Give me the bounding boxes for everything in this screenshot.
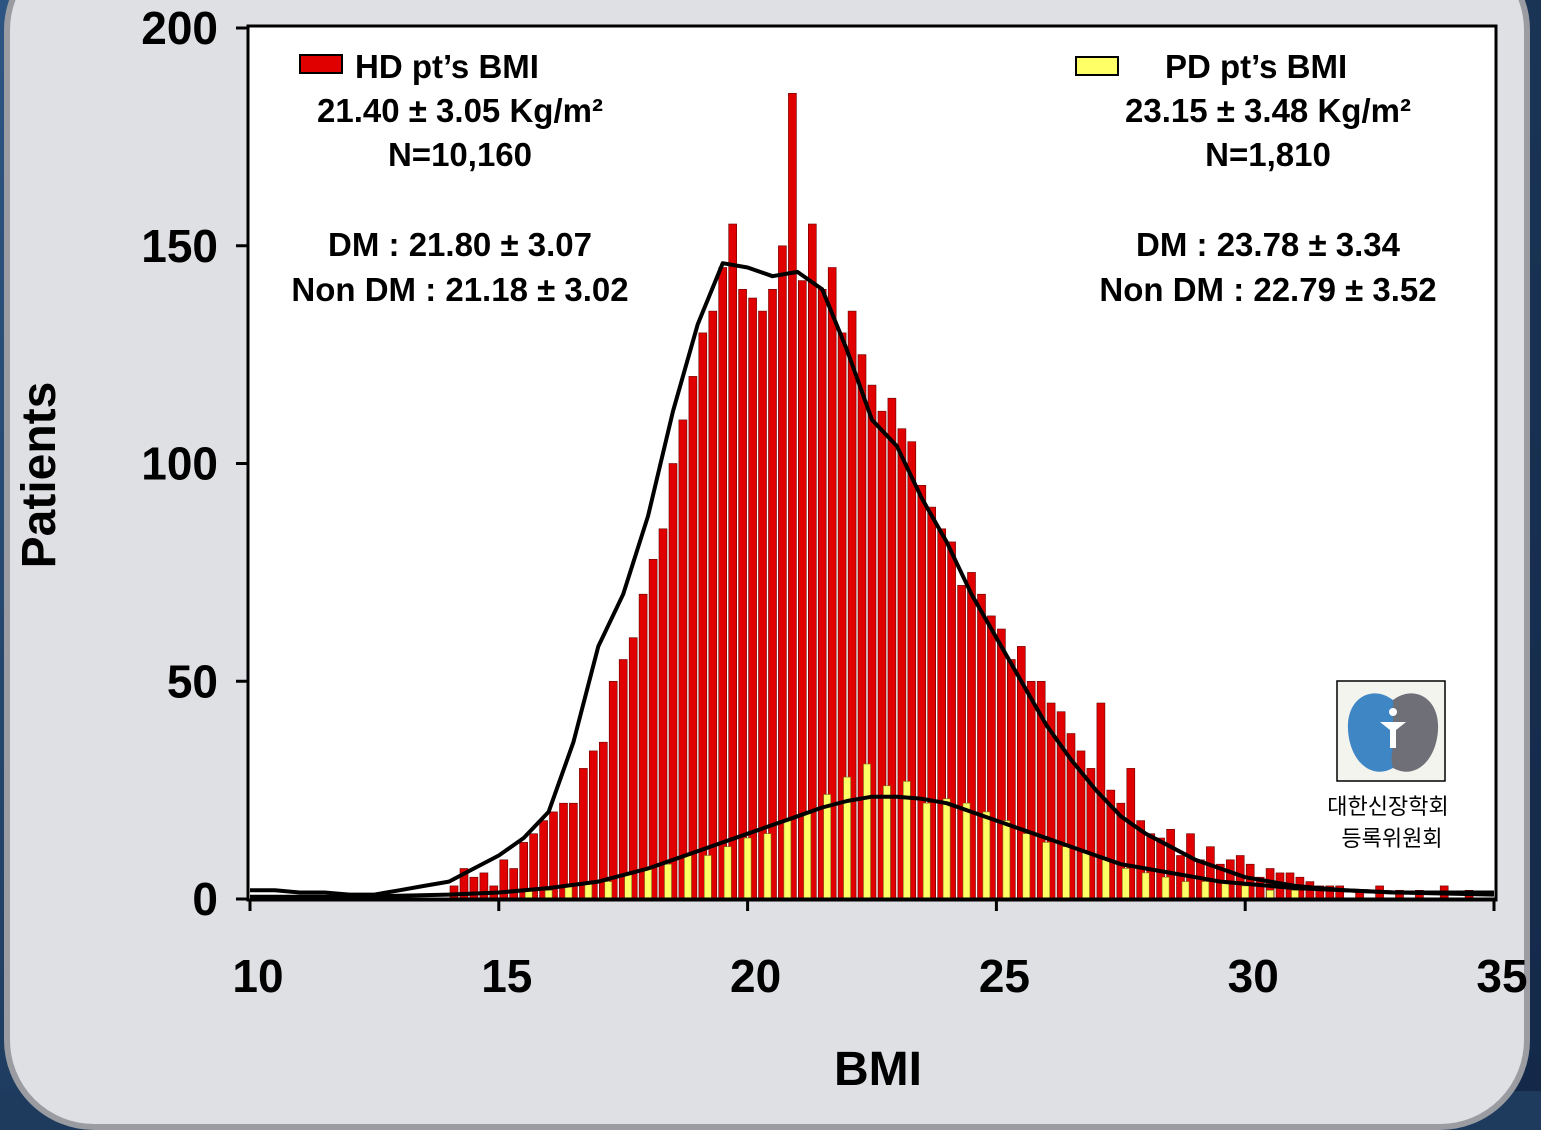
hd-dm-text: DM : 21.80 ± 3.07 bbox=[328, 226, 592, 263]
pd-bar bbox=[565, 886, 572, 899]
pd-bar bbox=[963, 803, 970, 899]
pd-bar bbox=[943, 799, 950, 899]
pd-bar bbox=[764, 834, 771, 899]
pd-bar bbox=[983, 812, 990, 899]
logo-org-name: 대한신장학회 bbox=[1327, 795, 1448, 820]
pd-bar bbox=[804, 812, 811, 899]
hd-bar bbox=[749, 298, 757, 899]
y-axis-title: Patients bbox=[13, 382, 66, 569]
x-tick-label: 35 bbox=[1476, 950, 1527, 1002]
hd-nondm-text: Non DM : 21.18 ± 3.02 bbox=[291, 271, 628, 308]
pd-bar bbox=[704, 856, 711, 900]
hd-bar bbox=[659, 529, 667, 899]
pd-bar bbox=[1182, 882, 1189, 899]
legend-label-pd: PD pt’s BMI bbox=[1165, 48, 1347, 85]
hd-bar bbox=[689, 376, 697, 899]
y-tick-label: 100 bbox=[141, 438, 218, 490]
hd-bar bbox=[778, 246, 786, 899]
hd-bar bbox=[639, 594, 647, 899]
pd-bar bbox=[1043, 842, 1050, 899]
x-tick-label: 10 bbox=[232, 950, 283, 1002]
pd-bar bbox=[923, 803, 930, 899]
pd-bar bbox=[1142, 873, 1149, 899]
pd-bar bbox=[665, 864, 672, 899]
pd-mean-text: 23.15 ± 3.48 Kg/m² bbox=[1125, 92, 1411, 129]
y-tick-label: 0 bbox=[192, 873, 218, 925]
hd-bar bbox=[599, 742, 607, 899]
hd-bar bbox=[649, 559, 657, 899]
pd-bar bbox=[724, 847, 731, 899]
hd-bar bbox=[470, 877, 478, 899]
hd-bar bbox=[788, 93, 796, 899]
legend-swatch-hd bbox=[300, 55, 342, 73]
hd-bar bbox=[609, 681, 617, 899]
pd-bar bbox=[1003, 821, 1010, 899]
y-tick-label: 150 bbox=[141, 220, 218, 272]
pd-bar bbox=[744, 838, 751, 899]
pd-bar bbox=[824, 795, 831, 900]
hd-bar bbox=[719, 268, 727, 900]
hd-bar bbox=[739, 289, 747, 899]
hd-bar bbox=[629, 638, 637, 899]
hd-bar bbox=[579, 768, 587, 899]
pd-bar bbox=[684, 856, 691, 900]
pd-bar bbox=[844, 777, 851, 899]
kidney-society-logo bbox=[1337, 681, 1445, 781]
pd-bar bbox=[1023, 834, 1030, 899]
pd-bar bbox=[1122, 869, 1129, 900]
hd-bar bbox=[709, 311, 717, 899]
x-tick-label: 15 bbox=[481, 950, 532, 1002]
pd-dm-text: DM : 23.78 ± 3.34 bbox=[1136, 226, 1401, 263]
hd-n-text: N=10,160 bbox=[388, 136, 532, 173]
y-tick-label: 200 bbox=[141, 2, 218, 54]
y-tick-label: 50 bbox=[167, 655, 218, 707]
x-tick-label: 30 bbox=[1228, 950, 1279, 1002]
pd-bar bbox=[1202, 882, 1209, 899]
pd-bar bbox=[1083, 851, 1090, 899]
hd-bar bbox=[798, 281, 806, 899]
logo-figure-head bbox=[1389, 708, 1397, 716]
pd-nondm-text: Non DM : 22.79 ± 3.52 bbox=[1099, 271, 1436, 308]
hd-bar bbox=[589, 751, 597, 899]
pd-bar bbox=[1063, 847, 1070, 899]
pd-bar bbox=[1102, 860, 1109, 899]
x-tick-label: 25 bbox=[979, 950, 1030, 1002]
pd-bar bbox=[625, 873, 632, 899]
pd-bar bbox=[784, 821, 791, 899]
hd-bar bbox=[729, 224, 737, 899]
hd-bar bbox=[759, 311, 767, 899]
bmi-histogram-chart: 10 15 20 25 30 35 0 50 100 150 200 Patients BMI HD… bbox=[0, 0, 1541, 1091]
pd-n-text: N=1,810 bbox=[1205, 136, 1331, 173]
hd-bar bbox=[679, 420, 687, 899]
hd-bar bbox=[510, 869, 518, 900]
logo-org-committee: 등록위원회 bbox=[1341, 827, 1442, 852]
hd-bar bbox=[769, 289, 777, 899]
hd-bar bbox=[669, 464, 677, 900]
hd-bar bbox=[619, 660, 627, 900]
pd-bar bbox=[645, 869, 652, 900]
hd-bar bbox=[808, 224, 816, 899]
hd-mean-text: 21.40 ± 3.05 Kg/m² bbox=[317, 92, 603, 129]
pd-bar bbox=[883, 786, 890, 899]
pd-bar bbox=[1162, 877, 1169, 899]
pd-bar bbox=[864, 764, 871, 899]
pd-bar bbox=[1242, 886, 1249, 899]
hd-bar bbox=[699, 333, 707, 899]
legend-swatch-pd bbox=[1076, 57, 1118, 75]
x-axis-title: BMI bbox=[834, 1043, 922, 1091]
legend-label-hd: HD pt’s BMI bbox=[355, 48, 539, 85]
x-tick-label: 20 bbox=[730, 950, 781, 1002]
pd-bar bbox=[605, 882, 612, 899]
